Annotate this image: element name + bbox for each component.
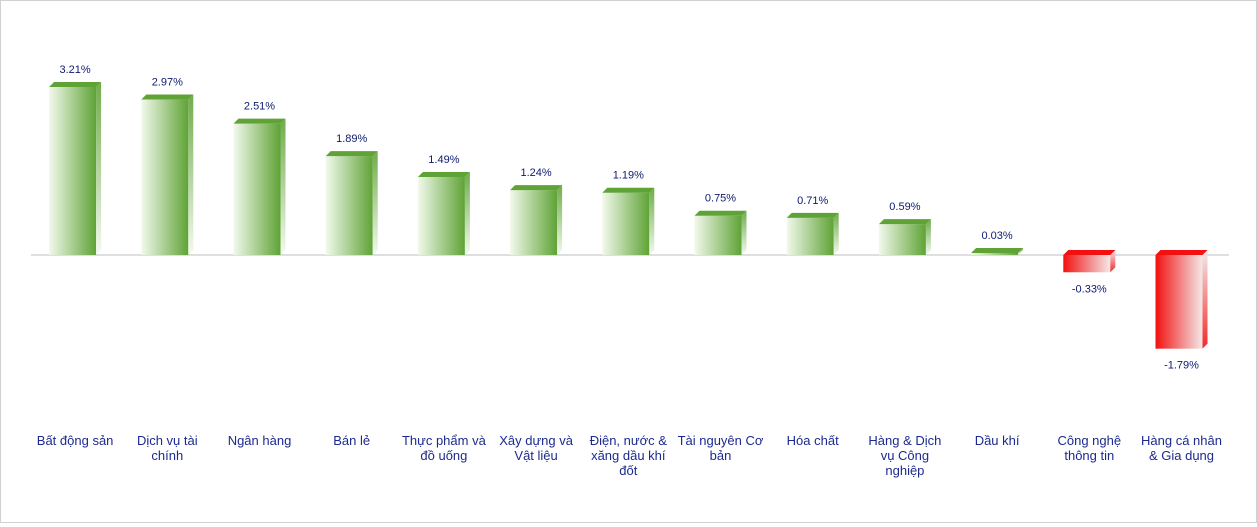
bar-front-5 bbox=[510, 190, 558, 255]
bar-front-1 bbox=[141, 99, 189, 255]
category-label-1: Dịch vụ tài chính bbox=[137, 433, 198, 463]
bar-side-11 bbox=[1110, 250, 1116, 273]
bar-side-12 bbox=[1202, 250, 1208, 349]
bar-side-3 bbox=[372, 151, 378, 255]
category-label-7: Tài nguyên Cơ bản bbox=[678, 433, 764, 463]
category-label-8: Hóa chất bbox=[787, 433, 839, 448]
bar-side-0 bbox=[96, 82, 102, 255]
bar-front-3 bbox=[325, 156, 373, 255]
bar-front-10 bbox=[971, 253, 1019, 255]
value-label-1: 2.97% bbox=[152, 77, 183, 89]
bar-side-6 bbox=[649, 187, 655, 255]
bar-cap-11 bbox=[1063, 250, 1116, 255]
bar-front-9 bbox=[878, 224, 926, 255]
bar-cap-6 bbox=[602, 187, 655, 193]
bar-side-4 bbox=[464, 172, 470, 255]
bar-cap-5 bbox=[510, 185, 563, 191]
value-label-5: 1.24% bbox=[520, 167, 551, 179]
bar-side-8 bbox=[833, 212, 839, 255]
value-label-3: 1.89% bbox=[336, 133, 367, 145]
bar-cap-7 bbox=[694, 210, 747, 216]
bar-front-7 bbox=[694, 215, 742, 255]
bar-cap-1 bbox=[141, 94, 194, 100]
value-label-10: 0.03% bbox=[981, 230, 1012, 242]
bar-cap-3 bbox=[325, 151, 378, 157]
bar-cap-12 bbox=[1155, 250, 1208, 255]
value-label-2: 2.51% bbox=[244, 101, 275, 113]
bar-front-0 bbox=[49, 87, 97, 255]
category-label-3: Bán lẻ bbox=[333, 433, 370, 448]
bar-front-2 bbox=[233, 123, 281, 255]
value-label-8: 0.71% bbox=[797, 195, 828, 207]
category-label-0: Bất động sản bbox=[37, 433, 114, 448]
bar-side-2 bbox=[280, 118, 286, 255]
value-label-0: 3.21% bbox=[59, 64, 90, 76]
bar-front-6 bbox=[602, 192, 650, 255]
bar-front-8 bbox=[786, 217, 834, 255]
value-label-4: 1.49% bbox=[428, 154, 459, 166]
category-label-11: Công nghệ thông tin bbox=[1057, 433, 1121, 463]
category-label-9: Hàng & Dịch vụ Công nghiệp bbox=[868, 433, 941, 478]
bar-front-4 bbox=[417, 177, 465, 255]
value-label-7: 0.75% bbox=[705, 193, 736, 205]
bar-cap-9 bbox=[878, 219, 931, 225]
category-label-10: Dầu khí bbox=[975, 433, 1020, 448]
bar-side-7 bbox=[741, 210, 747, 255]
bar-cap-4 bbox=[417, 172, 470, 178]
category-label-2: Ngân hàng bbox=[228, 433, 292, 448]
category-label-12: Hàng cá nhân & Gia dụng bbox=[1141, 433, 1222, 463]
bar-cap-8 bbox=[786, 212, 839, 218]
category-label-6: Điện, nước & xăng dầu khí đốt bbox=[590, 433, 668, 478]
bar-side-1 bbox=[188, 94, 194, 255]
bar-front-11 bbox=[1063, 255, 1111, 273]
value-label-9: 0.59% bbox=[889, 201, 920, 213]
value-label-6: 1.19% bbox=[613, 170, 644, 182]
bar-side-9 bbox=[925, 219, 931, 255]
bar-front-12 bbox=[1155, 255, 1203, 349]
bar-side-10 bbox=[1018, 248, 1024, 255]
bar-cap-0 bbox=[49, 82, 102, 87]
value-label-12: -1.79% bbox=[1164, 360, 1199, 372]
bar-cap-2 bbox=[233, 118, 286, 124]
bar-cap-10 bbox=[971, 248, 1024, 253]
bar-side-5 bbox=[557, 185, 563, 255]
value-label-11: -0.33% bbox=[1072, 283, 1107, 295]
category-label-5: Xây dựng và Vật liệu bbox=[499, 433, 574, 463]
category-label-4: Thực phẩm và đồ uống bbox=[402, 433, 487, 463]
